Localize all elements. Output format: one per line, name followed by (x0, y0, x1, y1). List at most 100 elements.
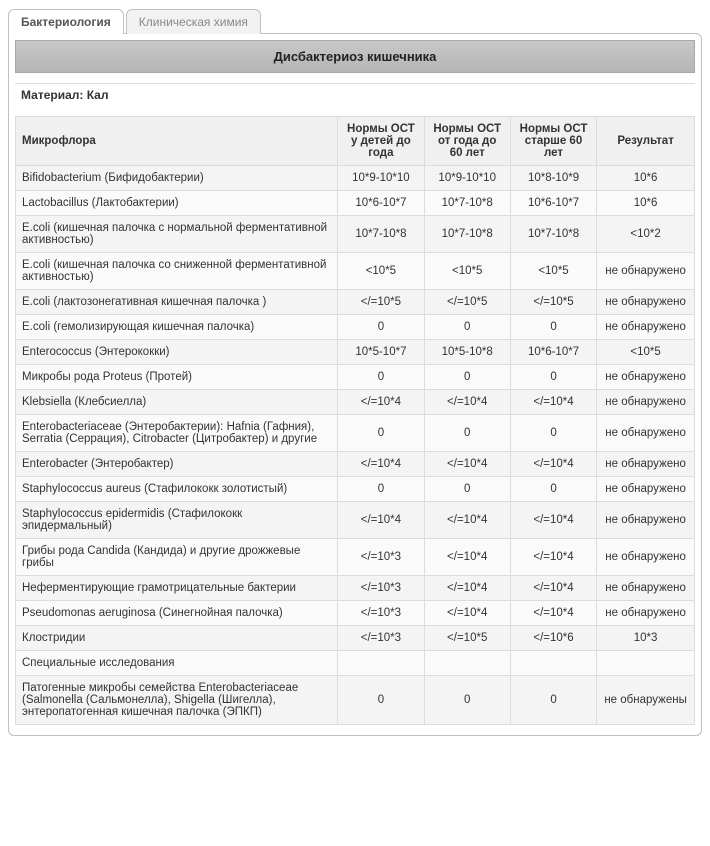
cell-norm-adults: 0 (424, 365, 510, 390)
cell-result: <10*5 (597, 340, 695, 365)
cell-microflora-name: Клостридии (16, 626, 338, 651)
table-row: Pseudomonas aeruginosa (Синегнойная пало… (16, 601, 695, 626)
cell-norm-adults: </=10*5 (424, 626, 510, 651)
cell-norm-elderly: 10*6-10*7 (510, 191, 596, 216)
cell-microflora-name: Staphylococcus aureus (Стафилококк золот… (16, 477, 338, 502)
col-result: Результат (597, 117, 695, 166)
table-row: Патогенные микробы семейства Enterobacte… (16, 676, 695, 725)
cell-norm-elderly: </=10*4 (510, 502, 596, 539)
cell-norm-adults: 0 (424, 676, 510, 725)
cell-microflora-name: Грибы рода Candida (Кандида) и другие др… (16, 539, 338, 576)
panel-title: Дисбактериоз кишечника (15, 40, 695, 73)
cell-norm-adults: 10*7-10*8 (424, 191, 510, 216)
table-header-row: Микрофлора Нормы ОСТ у детей до года Нор… (16, 117, 695, 166)
table-row: E.coli (кишечная палочка с нормальной фе… (16, 216, 695, 253)
cell-norm-children (338, 651, 424, 676)
cell-norm-children: 0 (338, 415, 424, 452)
cell-norm-children: 10*6-10*7 (338, 191, 424, 216)
cell-microflora-name: E.coli (кишечная палочка со сниженной фе… (16, 253, 338, 290)
cell-result: не обнаружено (597, 576, 695, 601)
cell-norm-children: 0 (338, 365, 424, 390)
cell-norm-elderly: 0 (510, 415, 596, 452)
table-row: E.coli (лактозонегативная кишечная палоч… (16, 290, 695, 315)
cell-result (597, 651, 695, 676)
table-row: E.coli (гемолизирующая кишечная палочка)… (16, 315, 695, 340)
table-row: Специальные исследования (16, 651, 695, 676)
cell-result: не обнаружено (597, 290, 695, 315)
cell-result: <10*2 (597, 216, 695, 253)
col-norm-elderly: Нормы ОСТ старше 60 лет (510, 117, 596, 166)
cell-norm-children: 0 (338, 315, 424, 340)
cell-norm-adults: 0 (424, 315, 510, 340)
cell-microflora-name: E.coli (гемолизирующая кишечная палочка) (16, 315, 338, 340)
cell-result: не обнаружено (597, 390, 695, 415)
cell-result: не обнаружено (597, 502, 695, 539)
cell-norm-elderly: 0 (510, 365, 596, 390)
table-row: Lactobacillus (Лактобактерии)10*6-10*710… (16, 191, 695, 216)
cell-microflora-name: E.coli (кишечная палочка с нормальной фе… (16, 216, 338, 253)
cell-norm-elderly: 0 (510, 315, 596, 340)
cell-norm-elderly: </=10*4 (510, 601, 596, 626)
cell-norm-adults: 10*7-10*8 (424, 216, 510, 253)
table-row: Клостридии</=10*3</=10*5</=10*610*3 (16, 626, 695, 651)
cell-result: не обнаружено (597, 452, 695, 477)
cell-norm-adults: </=10*5 (424, 290, 510, 315)
col-microflora: Микрофлора (16, 117, 338, 166)
results-panel: Дисбактериоз кишечника Материал: Кал Мик… (8, 33, 702, 736)
table-row: Грибы рода Candida (Кандида) и другие др… (16, 539, 695, 576)
cell-norm-children: </=10*4 (338, 452, 424, 477)
table-row: Bifidobacterium (Бифидобактерии)10*9-10*… (16, 166, 695, 191)
tabs-bar: Бактериология Клиническая химия (8, 8, 702, 33)
cell-microflora-name: Неферментирующие грамотрицательные бакте… (16, 576, 338, 601)
cell-result: не обнаружены (597, 676, 695, 725)
cell-microflora-name: Enterococcus (Энтерококки) (16, 340, 338, 365)
cell-norm-elderly (510, 651, 596, 676)
col-norm-children: Нормы ОСТ у детей до года (338, 117, 424, 166)
table-row: Enterobacter (Энтеробактер)</=10*4</=10*… (16, 452, 695, 477)
cell-microflora-name: Klebsiella (Клебсиелла) (16, 390, 338, 415)
table-row: Неферментирующие грамотрицательные бакте… (16, 576, 695, 601)
cell-result: не обнаружено (597, 253, 695, 290)
cell-norm-elderly: <10*5 (510, 253, 596, 290)
cell-norm-adults: 0 (424, 477, 510, 502)
cell-norm-elderly: 10*6-10*7 (510, 340, 596, 365)
cell-norm-elderly: 0 (510, 477, 596, 502)
cell-microflora-name: Pseudomonas aeruginosa (Синегнойная пало… (16, 601, 338, 626)
cell-microflora-name: Bifidobacterium (Бифидобактерии) (16, 166, 338, 191)
cell-norm-adults: </=10*4 (424, 539, 510, 576)
table-row: E.coli (кишечная палочка со сниженной фе… (16, 253, 695, 290)
cell-microflora-name: Патогенные микробы семейства Enterobacte… (16, 676, 338, 725)
cell-norm-elderly: </=10*4 (510, 576, 596, 601)
cell-norm-children: 10*9-10*10 (338, 166, 424, 191)
cell-result: не обнаружено (597, 477, 695, 502)
tab-clinical-chemistry[interactable]: Клиническая химия (126, 9, 261, 34)
table-row: Микробы рода Proteus (Протей)000не обнар… (16, 365, 695, 390)
cell-norm-children: </=10*3 (338, 626, 424, 651)
col-norm-adults: Нормы ОСТ от года до 60 лет (424, 117, 510, 166)
cell-norm-elderly: 10*7-10*8 (510, 216, 596, 253)
cell-norm-elderly: </=10*4 (510, 452, 596, 477)
table-row: Enterobacteriaceae (Энтеробактерии): Haf… (16, 415, 695, 452)
cell-norm-children: 0 (338, 477, 424, 502)
cell-result: не обнаружено (597, 365, 695, 390)
cell-norm-elderly: 0 (510, 676, 596, 725)
cell-norm-children: 10*5-10*7 (338, 340, 424, 365)
cell-norm-children: </=10*5 (338, 290, 424, 315)
table-row: Staphylococcus aureus (Стафилококк золот… (16, 477, 695, 502)
cell-microflora-name: Staphylococcus epidermidis (Стафилококк … (16, 502, 338, 539)
table-row: Staphylococcus epidermidis (Стафилококк … (16, 502, 695, 539)
cell-norm-children: </=10*3 (338, 539, 424, 576)
cell-norm-children: 10*7-10*8 (338, 216, 424, 253)
cell-result: 10*6 (597, 191, 695, 216)
cell-norm-adults: </=10*4 (424, 502, 510, 539)
cell-norm-adults: <10*5 (424, 253, 510, 290)
tab-bacteriology[interactable]: Бактериология (8, 9, 124, 34)
cell-norm-adults: </=10*4 (424, 576, 510, 601)
table-row: Enterococcus (Энтерококки)10*5-10*710*5-… (16, 340, 695, 365)
cell-norm-elderly: </=10*4 (510, 390, 596, 415)
cell-norm-adults: 0 (424, 415, 510, 452)
cell-norm-children: <10*5 (338, 253, 424, 290)
cell-norm-children: 0 (338, 676, 424, 725)
cell-norm-elderly: 10*8-10*9 (510, 166, 596, 191)
cell-result: 10*3 (597, 626, 695, 651)
